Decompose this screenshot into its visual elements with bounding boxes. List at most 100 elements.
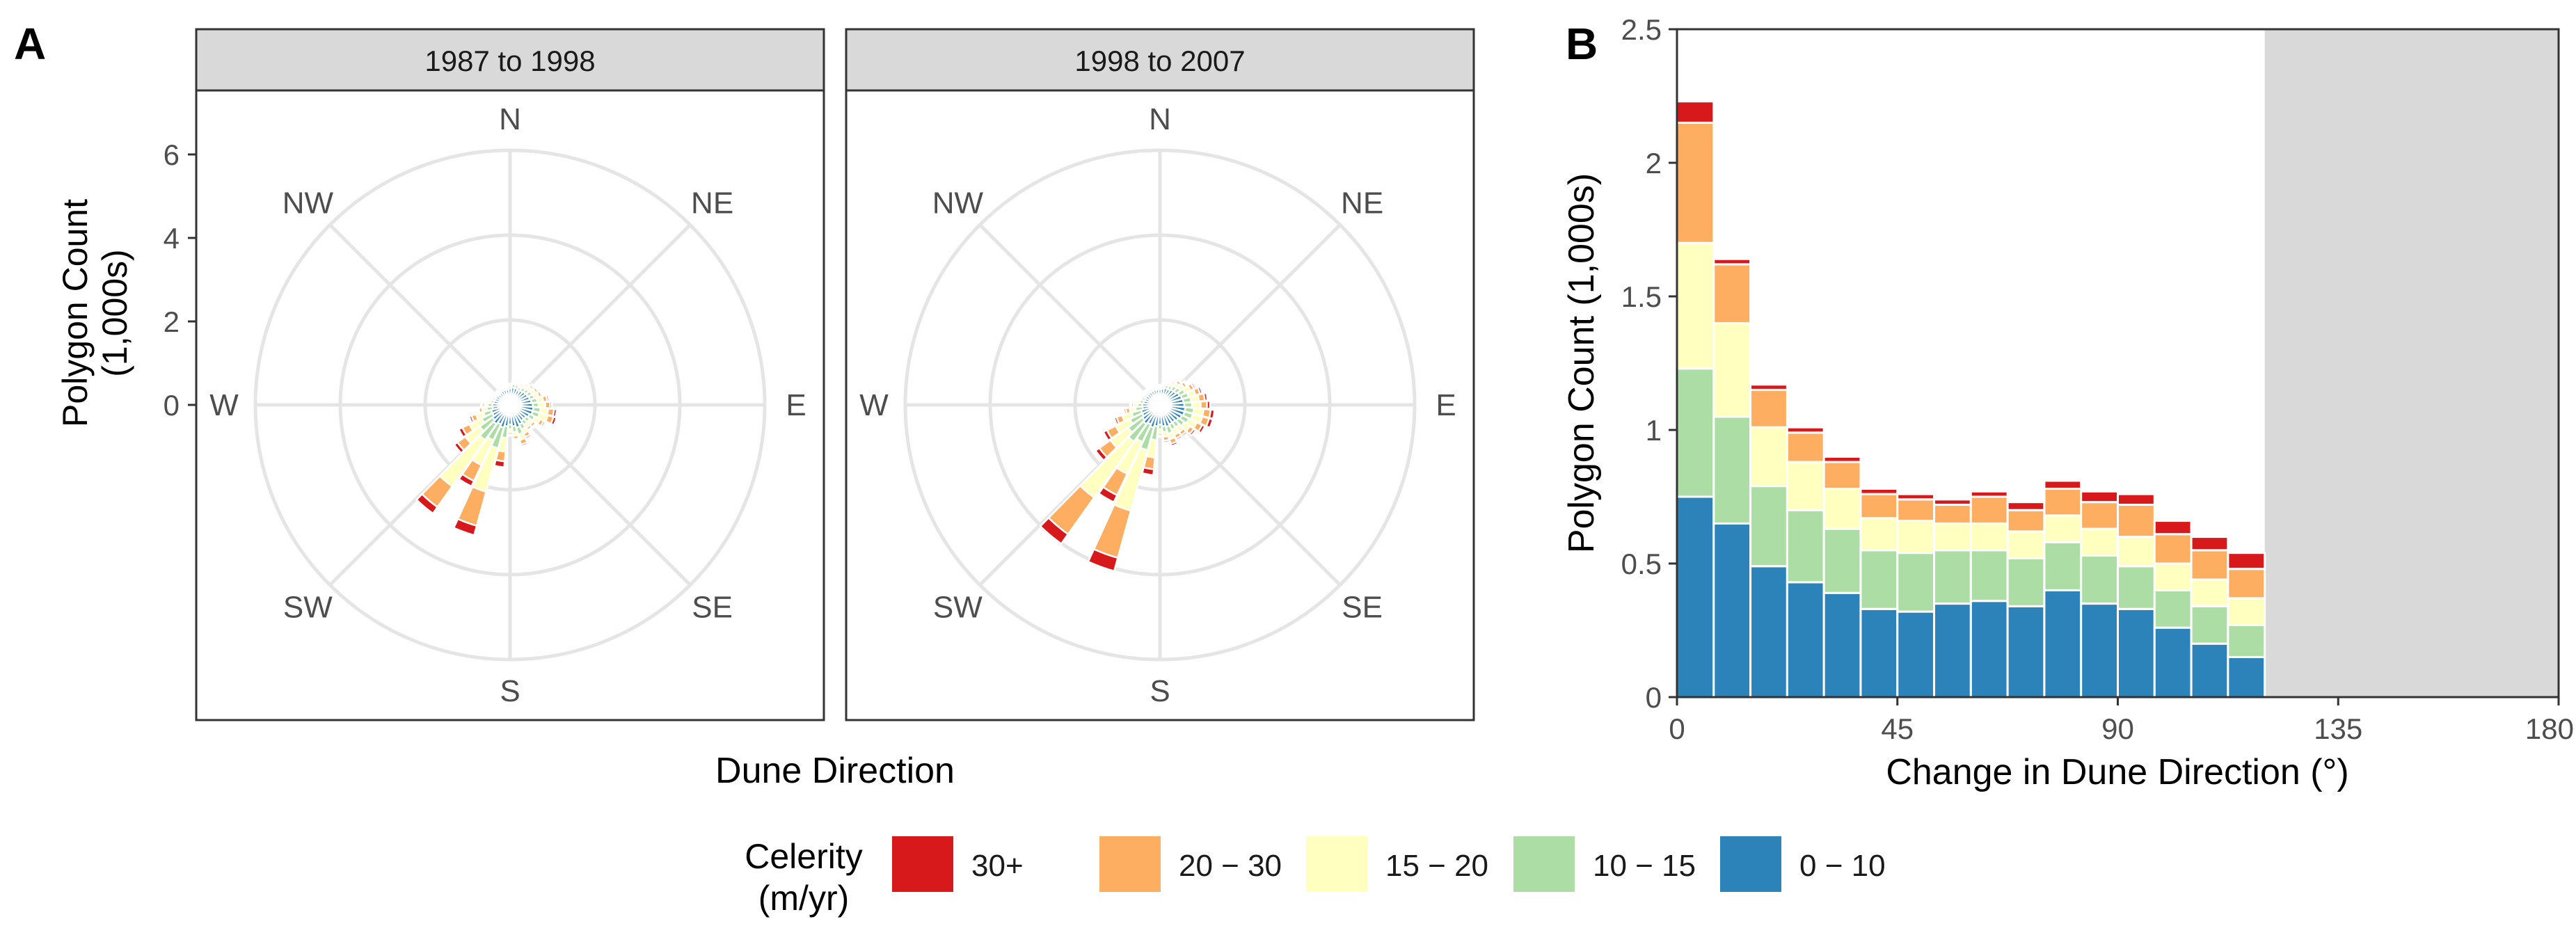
rose-wedge [457,426,468,439]
rose-wedge [507,433,514,437]
rose-wedge [1094,447,1108,462]
legend-title-line2: (m/yr) [758,879,850,918]
bar-segment [2190,578,2229,607]
rose-wedge [468,414,475,424]
bar-x-tick-label: 135 [2314,712,2362,745]
bar-segment [1822,487,1862,530]
bar-x-tick-label: 90 [2101,712,2134,745]
bar-x-title: Change in Dune Direction (°) [1886,752,2348,792]
legend-key [1720,836,1781,892]
bar-segment [2080,501,2119,530]
panel-label-b: B [1566,19,1598,69]
bar-segment [1712,257,1752,266]
bar-segment [1749,383,1788,391]
rose-direction-label: W [859,388,889,422]
bar-segment [2227,597,2266,626]
legend: Celerity (m/yr) 30+ 20 − 30 15 − 20 10 − 15… [745,836,1886,918]
rose-wedge [1156,434,1164,438]
facet-strip-1 [195,28,825,92]
bar-segment [2080,527,2119,557]
rose-wedge [1087,548,1119,573]
rose-direction-label: E [786,388,806,422]
bar-segment [1969,522,2009,552]
bar-segment [1969,549,2009,602]
bar-segment [1749,565,1788,699]
legend-label: 10 − 15 [1593,849,1696,883]
bar-segment [2043,541,2083,591]
bar-segment [2190,605,2229,645]
rose-wedge [452,518,478,536]
bar-segment [2153,562,2193,591]
rose-wedge [488,394,493,401]
bar-x-axis: 0 45 90 135 180 [1669,697,2574,745]
shaded-region [2264,29,2559,697]
rose-wedge [1208,408,1216,420]
bar-segment [2006,501,2046,511]
legend-key [1099,836,1161,892]
bar-segment [1712,263,1752,324]
rose-direction-label: NE [691,186,733,220]
bar-segment [1859,517,1899,552]
rose-x-title: Dune Direction [715,751,955,791]
legend-title-line1: Celerity [745,837,862,876]
bar-segment [1712,522,1752,699]
rose-wedge [552,408,558,418]
panel-label-a: A [14,19,46,69]
bar-segment [2227,655,2266,699]
rose-grid-spoke [509,223,692,406]
rose-direction-label: NW [283,186,334,220]
rose-wedge [415,493,439,515]
bar-segment [1896,552,1936,613]
bar-segment [1859,487,1899,495]
bar-y-axis: 0 0.5 1 1.5 2 2.5 [1621,13,1677,714]
rose-wedge [480,401,484,408]
bar-segment [1712,321,1752,418]
bar-segment [1786,461,1825,511]
rose-direction-label: SW [283,591,333,625]
bar-segment [2153,589,2193,629]
bar-segment [1822,591,1862,699]
bar-segment [2117,565,2156,610]
bar-segment [1896,520,1936,554]
rose-grid-spoke [1159,223,1342,406]
rose-wedge [1136,394,1141,401]
legend-label: 15 − 20 [1385,849,1488,883]
bar-y-tick-label: 0 [1646,681,1662,714]
rose-wedge [539,420,547,429]
rose-wedge [548,400,553,410]
facet-strip-label-2: 1998 to 2007 [1074,45,1245,77]
bar-segment [1676,367,1715,498]
bar-segment [1896,493,1936,501]
rose-wedge [457,472,475,488]
bar-segment [2190,549,2229,581]
rose-direction-label: S [1150,674,1170,708]
rose-wedge [1202,392,1209,402]
rose-direction-label: SE [692,591,733,625]
rose-y-axis: 0 2 4 6 [164,138,196,422]
rose-direction-label: SE [1342,591,1383,625]
legend-label: 0 − 10 [1799,849,1886,883]
legend-label: 20 − 30 [1179,849,1282,883]
bar-x-tick-label: 180 [2525,712,2574,745]
rose-wedge [512,437,520,442]
bar-segment [1933,504,1972,525]
rose-wedge [1102,429,1113,442]
bar-segment [2080,602,2119,699]
rose-wedge [1197,424,1207,435]
rose-facet-1: N NE E SE S SW W NW [209,102,806,708]
bar-segment [1676,495,1715,699]
bar-x-tick-label: 0 [1669,712,1685,745]
rose-y-title-line2: (1,000s) [95,249,134,376]
bar-segment [1933,602,1972,699]
bar-segment [2043,487,2083,517]
rose-y-tick-label: 0 [164,389,180,422]
bar-segment [2117,504,2156,538]
bar-segment [1822,455,1862,463]
panel-b-bar-chart: 0 0.5 1 1.5 2 2.5 0 45 90 135 180 Polygon Count (… [1561,13,2574,792]
rose-grid-spoke [978,223,1161,406]
bar-segment [1933,549,1972,605]
bar-segment [1676,100,1715,124]
rose-y-title-line1: Polygon Count [56,199,95,427]
bar-segment [2080,554,2119,605]
